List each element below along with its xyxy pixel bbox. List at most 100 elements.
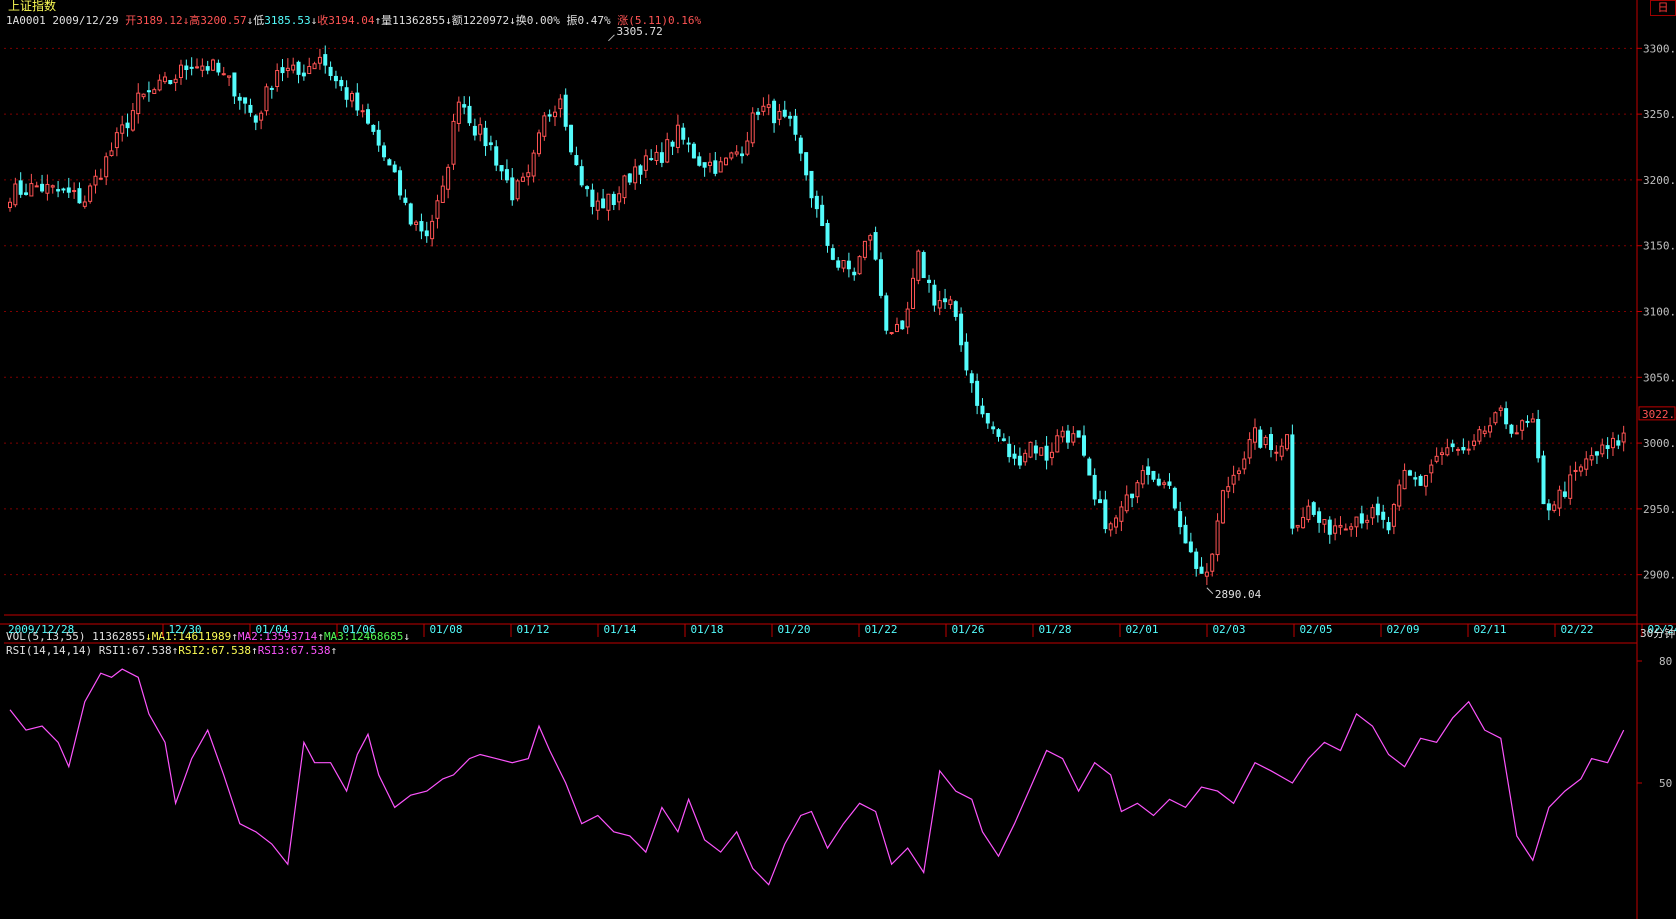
candle xyxy=(146,90,151,93)
candle xyxy=(547,114,552,117)
candle xyxy=(857,256,862,275)
rsi-y-tick-label: 50 xyxy=(1659,777,1672,790)
candle xyxy=(66,187,71,193)
candle xyxy=(846,260,851,270)
candle xyxy=(841,260,846,269)
candle xyxy=(1413,477,1418,480)
candle xyxy=(729,152,734,159)
candle xyxy=(1391,504,1396,527)
candle xyxy=(1007,443,1012,458)
candle xyxy=(1488,425,1493,433)
candle xyxy=(1610,437,1615,449)
volume-value: 11362855 xyxy=(392,14,446,27)
candle xyxy=(301,72,306,77)
candle xyxy=(595,200,600,211)
candle xyxy=(627,173,632,183)
candle xyxy=(1103,499,1108,530)
candle xyxy=(483,127,488,147)
candle xyxy=(718,161,723,173)
candle xyxy=(195,66,200,69)
rsi-y-tick-label: 80 xyxy=(1659,655,1672,668)
candle xyxy=(1242,458,1247,470)
y-tick-label: 2900.0 xyxy=(1643,569,1676,582)
candle xyxy=(1081,435,1086,456)
index-title: 上证指数 xyxy=(8,0,57,13)
quote-date: 2009/12/29 xyxy=(52,14,119,27)
candle xyxy=(77,188,82,204)
down-arrow-icon: ↓ xyxy=(246,14,254,27)
candle xyxy=(1183,524,1188,544)
candle xyxy=(1359,513,1364,524)
candle xyxy=(1541,455,1546,505)
quote-info-line: 1A0001 2009/12/29 开3189.12↓高3200.57↓低318… xyxy=(6,14,701,27)
x-tick-label: 02/03 xyxy=(1212,623,1245,636)
candle xyxy=(590,189,595,207)
candle xyxy=(462,104,467,108)
candle xyxy=(424,230,429,237)
candle xyxy=(157,79,162,91)
candle xyxy=(1119,506,1124,522)
candle xyxy=(964,341,969,371)
candle xyxy=(1156,478,1161,486)
candle xyxy=(1076,430,1081,438)
min-pointer xyxy=(1206,587,1214,595)
candle xyxy=(932,284,937,306)
candle xyxy=(1226,486,1231,492)
candle xyxy=(1605,445,1610,450)
candle xyxy=(750,112,755,144)
candle xyxy=(280,67,285,74)
candle xyxy=(975,380,980,406)
candle xyxy=(740,153,745,157)
low-label: 低 xyxy=(253,14,265,27)
candle xyxy=(29,183,34,197)
candle xyxy=(825,222,830,246)
candle xyxy=(1407,470,1412,476)
candle xyxy=(1028,441,1033,458)
candle xyxy=(820,204,825,227)
candle xyxy=(478,124,483,135)
candle xyxy=(248,104,253,113)
candle xyxy=(1520,420,1525,431)
candle xyxy=(221,73,226,76)
candle xyxy=(665,139,670,163)
candle xyxy=(56,189,61,192)
candle xyxy=(93,175,98,186)
candle xyxy=(1584,458,1589,470)
candle xyxy=(1146,466,1151,475)
candle xyxy=(1055,435,1060,453)
candle xyxy=(723,157,728,166)
candle xyxy=(1552,504,1557,511)
candle xyxy=(50,185,55,188)
y-tick-label: 3050.0 xyxy=(1643,371,1676,384)
candle xyxy=(446,166,451,190)
candle xyxy=(675,124,680,148)
candle xyxy=(1338,524,1343,528)
rsi3-value: RSI3:67.538 xyxy=(257,644,331,657)
x-tick-label: 01/18 xyxy=(690,623,723,636)
candle xyxy=(45,183,50,194)
candle xyxy=(1001,438,1006,442)
candle xyxy=(707,161,712,166)
candle xyxy=(1386,522,1391,531)
candle xyxy=(1306,505,1311,521)
candle xyxy=(130,110,135,131)
up-arrow-icon: ↑ xyxy=(231,630,238,643)
candle xyxy=(959,313,964,346)
candle xyxy=(1060,430,1065,438)
down-arrow-icon: ↓ xyxy=(310,14,318,27)
candle xyxy=(360,110,365,113)
candle xyxy=(916,250,921,281)
candle xyxy=(1311,502,1316,515)
candle xyxy=(291,64,296,71)
y-tick-label: 3100.0 xyxy=(1643,306,1676,319)
candle xyxy=(1621,432,1626,443)
candle xyxy=(654,151,659,162)
candle xyxy=(633,166,638,184)
candle xyxy=(349,92,354,102)
candle xyxy=(499,165,504,172)
candle xyxy=(205,66,210,71)
candle xyxy=(515,180,520,200)
candle xyxy=(312,63,317,70)
candle xyxy=(659,152,664,163)
